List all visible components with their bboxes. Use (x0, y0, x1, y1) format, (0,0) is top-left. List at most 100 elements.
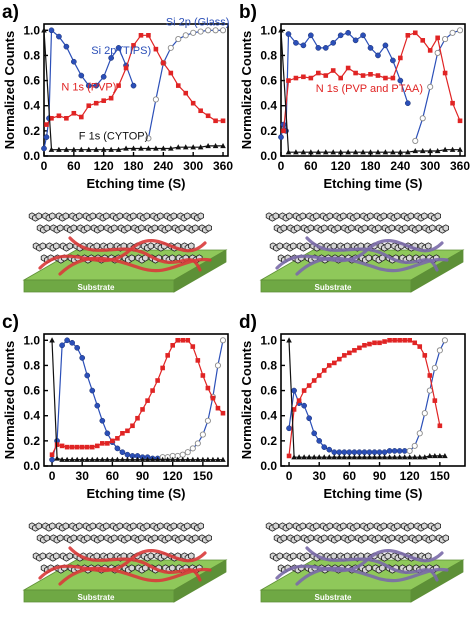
data-point (164, 456, 171, 462)
molecule-ring (192, 224, 199, 232)
y-tick-label: 1.0 (23, 23, 40, 37)
polymer-chain (295, 566, 449, 586)
data-point (436, 347, 443, 354)
polymer-chain (58, 256, 212, 276)
molecule-ring (307, 224, 314, 232)
data-point (214, 362, 221, 369)
plot-frame (280, 333, 466, 467)
x-tick-label: 360 (213, 159, 233, 173)
molecule-ring (299, 212, 306, 220)
x-tick-label: 90 (136, 469, 150, 483)
data-point (63, 43, 70, 50)
data-point (362, 343, 367, 348)
data-point (382, 42, 389, 49)
data-point (360, 149, 366, 155)
data-point (205, 385, 211, 391)
molecule-ring (49, 212, 56, 220)
data-point (406, 447, 413, 454)
data-point (48, 27, 55, 34)
molecule-ring (53, 552, 60, 560)
data-point (337, 356, 342, 362)
data-point (382, 339, 387, 344)
data-point (175, 144, 182, 150)
molecule-ring (111, 534, 118, 542)
data-point (145, 145, 152, 151)
data-point (64, 115, 69, 121)
data-point (59, 456, 65, 462)
data-point (108, 55, 114, 61)
molecule-ring (276, 242, 283, 250)
molecule-ring (434, 522, 442, 530)
data-point (115, 146, 122, 152)
data-point (442, 452, 448, 459)
data-point (120, 431, 125, 436)
data-point (432, 398, 438, 403)
data-point (442, 70, 448, 76)
molecule-ring (388, 534, 396, 542)
data-point (109, 456, 116, 462)
plot-frame (43, 333, 229, 467)
data-point (79, 444, 85, 450)
molecule-ring (205, 224, 213, 232)
molecule-ring (406, 564, 413, 572)
data-point (182, 32, 189, 39)
data-point (352, 149, 359, 155)
data-point (170, 343, 175, 348)
data-point (116, 83, 121, 88)
polymer-chain (68, 546, 202, 582)
molecule-ring (116, 212, 123, 220)
x-axis-label: Etching time (S) (324, 486, 423, 501)
data-point (322, 45, 329, 51)
y-tick-label: 0.4 (23, 99, 40, 113)
data-point (190, 344, 196, 349)
molecule-ring (49, 522, 56, 530)
molecule-ring (76, 522, 83, 530)
data-point (306, 454, 312, 460)
data-point (315, 45, 322, 51)
data-point (390, 57, 396, 64)
molecule-ring (415, 224, 423, 232)
data-point (381, 449, 388, 456)
x-tick-label: 0 (286, 469, 293, 483)
data-point (69, 444, 75, 450)
series-annotation: N 1s (PVP) (61, 82, 116, 94)
y-tick-label: 0.8 (260, 48, 277, 62)
data-point (368, 71, 373, 77)
molecule-ring (70, 224, 77, 232)
data-point (293, 149, 299, 155)
data-point (182, 144, 189, 150)
data-point (138, 145, 144, 151)
data-point (49, 456, 55, 463)
data-point (124, 451, 131, 458)
data-point (442, 146, 448, 152)
data-point (306, 415, 313, 422)
molecule-ring (272, 212, 279, 220)
molecule-ring (192, 534, 199, 542)
data-point (427, 452, 433, 459)
molecule-ring (89, 212, 96, 220)
data-point (437, 452, 443, 459)
molecule-ring (294, 534, 301, 542)
molecule-ring (334, 224, 341, 232)
y-tick-label: 0.0 (23, 149, 40, 163)
data-point (153, 46, 159, 52)
data-point (396, 454, 403, 460)
molecule-ring (35, 522, 42, 530)
data-point (74, 444, 80, 450)
data-point (59, 443, 65, 449)
data-point (337, 149, 344, 155)
data-point (330, 68, 336, 73)
data-point (215, 405, 221, 411)
data-point (168, 145, 174, 151)
data-point (316, 373, 322, 378)
data-point (360, 32, 366, 39)
data-point (145, 135, 152, 142)
data-point (99, 456, 106, 462)
data-point (382, 149, 389, 155)
data-point (342, 353, 347, 358)
data-point (441, 337, 448, 344)
molecule-ring (39, 552, 46, 560)
data-point (367, 341, 372, 347)
polymer-chain (305, 546, 439, 582)
data-point (85, 146, 92, 152)
